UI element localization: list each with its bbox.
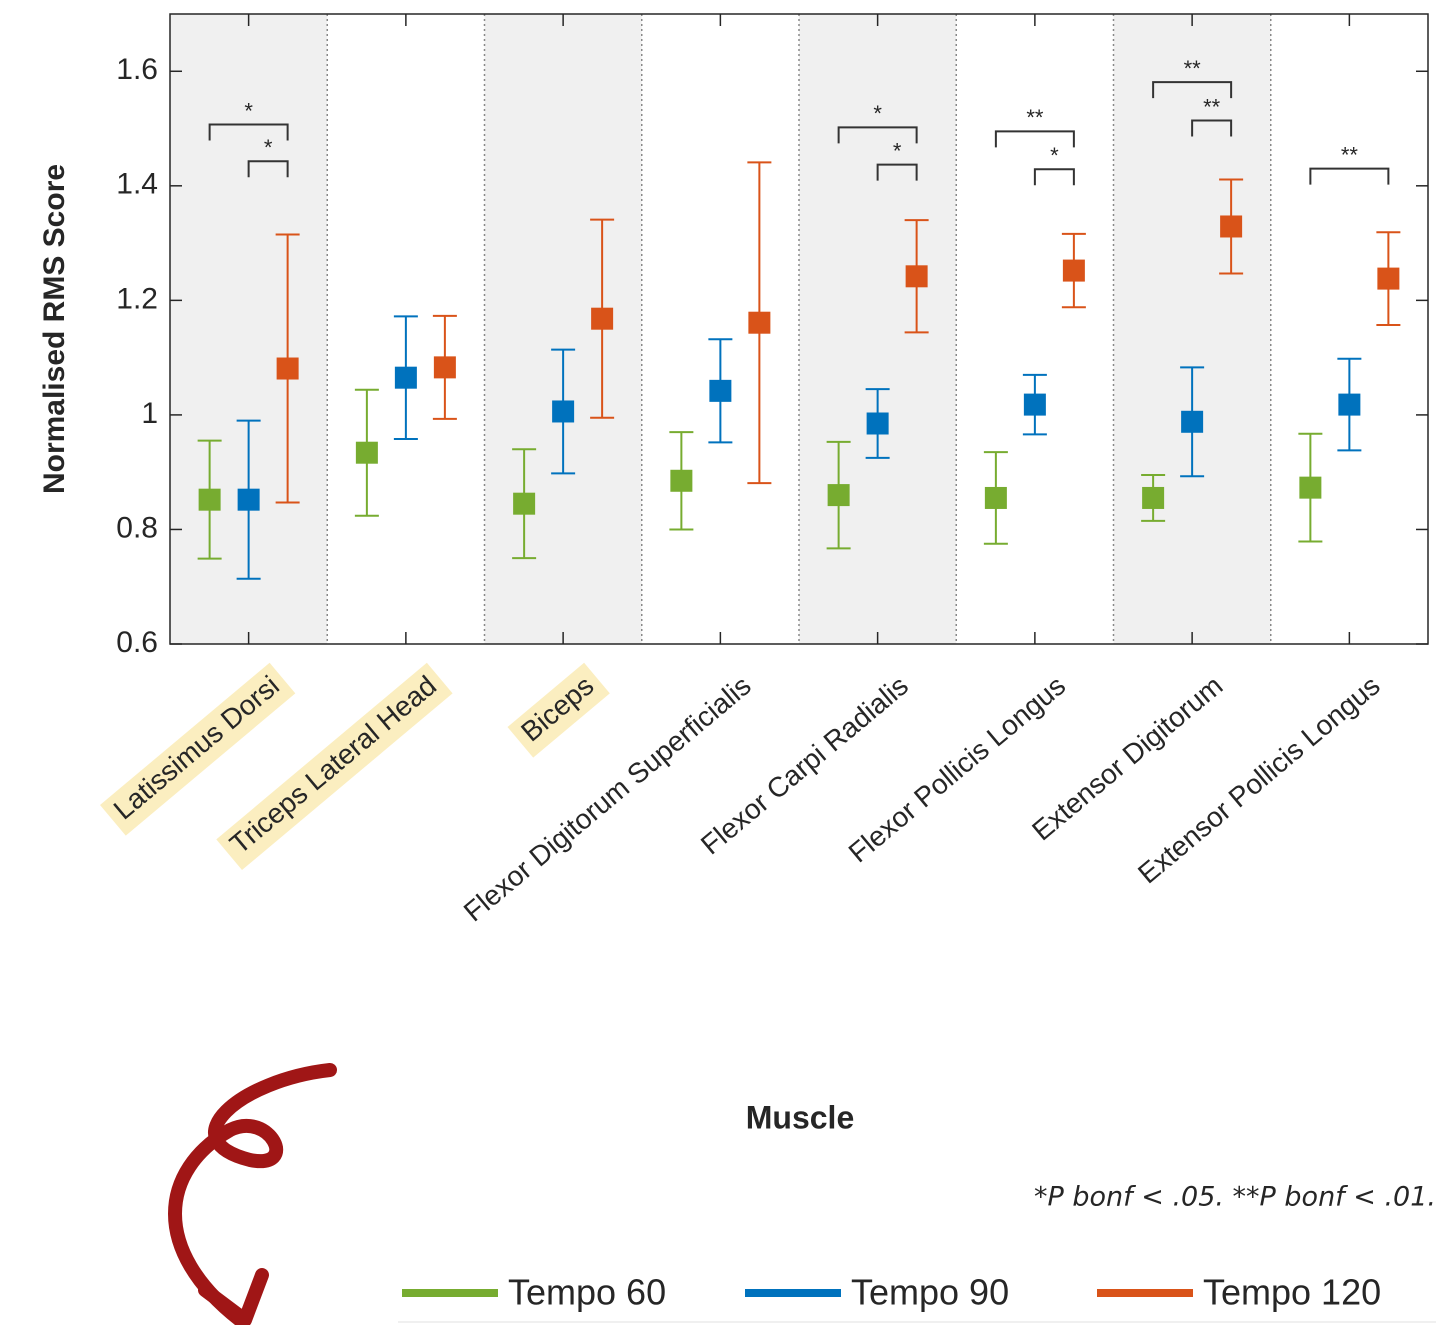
mean-marker bbox=[1142, 487, 1164, 509]
mean-marker bbox=[395, 367, 417, 389]
footnote: *P bonf < .05. **P bonf < .01. bbox=[1034, 1182, 1436, 1213]
mean-marker bbox=[748, 312, 770, 334]
y-tick-label: 0.6 bbox=[116, 626, 158, 659]
significance-bracket bbox=[1035, 169, 1074, 185]
y-tick-label: 1.2 bbox=[116, 282, 158, 315]
significance-label: * bbox=[244, 98, 253, 123]
y-tick-label: 1.6 bbox=[116, 53, 158, 86]
mean-marker bbox=[591, 308, 613, 330]
significance-label: ** bbox=[1341, 142, 1359, 167]
mean-marker bbox=[1338, 394, 1360, 416]
mean-marker bbox=[670, 470, 692, 492]
y-tick-label: 1 bbox=[141, 397, 158, 430]
plot-background bbox=[170, 14, 1271, 644]
x-tick-group: Flexor Digitorum Superficialis bbox=[458, 670, 757, 928]
x-tick-group: Biceps bbox=[507, 663, 609, 758]
mean-marker bbox=[867, 413, 889, 435]
category-shade bbox=[485, 14, 642, 644]
mean-marker bbox=[513, 493, 535, 515]
x-tick-label: Flexor Digitorum Superficialis bbox=[458, 670, 757, 928]
significance-label: ** bbox=[1026, 105, 1044, 130]
category-shade bbox=[1114, 14, 1271, 644]
mean-marker bbox=[1299, 477, 1321, 499]
legend-label: Tempo 90 bbox=[851, 1272, 1009, 1313]
x-axis-label: Muscle bbox=[746, 1099, 854, 1135]
significance-label: ** bbox=[1203, 94, 1221, 119]
significance-bracket bbox=[1310, 169, 1388, 185]
legend-label: Tempo 120 bbox=[1203, 1272, 1381, 1313]
mean-marker bbox=[985, 487, 1007, 509]
y-tick-label: 0.8 bbox=[116, 511, 158, 544]
mean-marker bbox=[709, 380, 731, 402]
mean-marker bbox=[1063, 260, 1085, 282]
decorative-arrow-head bbox=[205, 1275, 262, 1320]
significance-label: ** bbox=[1184, 56, 1202, 81]
mean-marker bbox=[906, 265, 928, 287]
mean-marker bbox=[356, 442, 378, 464]
mean-marker bbox=[277, 358, 299, 380]
significance-bracket bbox=[996, 131, 1074, 147]
mean-marker bbox=[1024, 394, 1046, 416]
legend-label: Tempo 60 bbox=[508, 1272, 666, 1313]
significance-label: * bbox=[1050, 143, 1059, 168]
mean-marker bbox=[1181, 411, 1203, 433]
y-axis-label: Normalised RMS Score bbox=[38, 164, 71, 494]
significance-label: * bbox=[264, 135, 273, 160]
significance-label: * bbox=[873, 101, 882, 126]
mean-marker bbox=[199, 489, 221, 511]
mean-marker bbox=[552, 400, 574, 422]
mean-marker bbox=[1377, 268, 1399, 290]
mean-marker bbox=[238, 489, 260, 511]
mean-marker bbox=[1220, 215, 1242, 237]
x-tick-label: Latissimus Dorsi bbox=[108, 670, 285, 826]
chart: Normalised RMS Score Muscle *P bonf < .0… bbox=[0, 0, 1452, 1325]
significance-label: * bbox=[893, 138, 902, 163]
y-tick-label: 1.4 bbox=[116, 168, 158, 201]
mean-marker bbox=[434, 356, 456, 378]
mean-marker bbox=[828, 484, 850, 506]
